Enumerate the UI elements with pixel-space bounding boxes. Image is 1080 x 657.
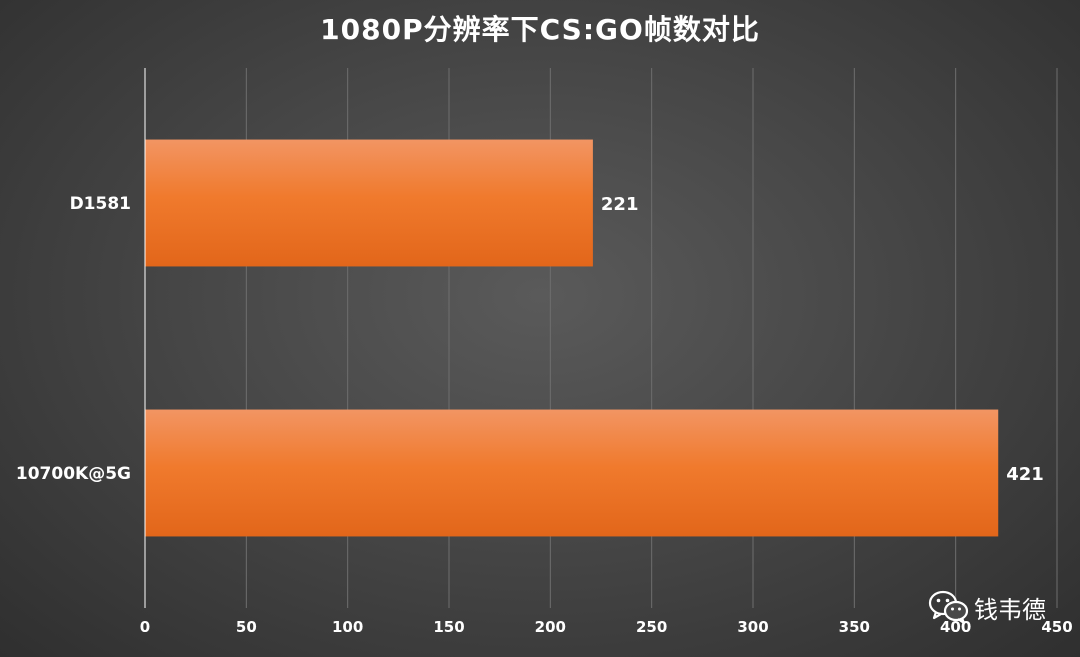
x-tick-label: 250 <box>636 618 667 636</box>
data-label: 221 <box>601 194 639 215</box>
x-tick-label: 450 <box>1041 618 1072 636</box>
watermark: 钱韦德 <box>928 589 1046 625</box>
x-tick-label: 100 <box>332 618 363 636</box>
bars <box>145 139 999 537</box>
x-tick-label: 150 <box>433 618 464 636</box>
watermark-text: 钱韦德 <box>974 595 1046 624</box>
x-tick-label: 350 <box>839 618 870 636</box>
chart-title: 1080P分辨率下CS:GO帧数对比 <box>320 13 760 46</box>
bar <box>145 139 593 267</box>
x-tick-label: 50 <box>236 618 257 636</box>
x-tick-label: 0 <box>140 618 150 636</box>
bar <box>145 409 999 537</box>
x-tick-label: 300 <box>737 618 768 636</box>
category-label: D1581 <box>70 194 131 214</box>
data-label: 421 <box>1006 464 1044 485</box>
category-label: 10700K@5G <box>16 464 131 484</box>
wechat-icon <box>928 590 969 625</box>
x-tick-label: 200 <box>535 618 566 636</box>
